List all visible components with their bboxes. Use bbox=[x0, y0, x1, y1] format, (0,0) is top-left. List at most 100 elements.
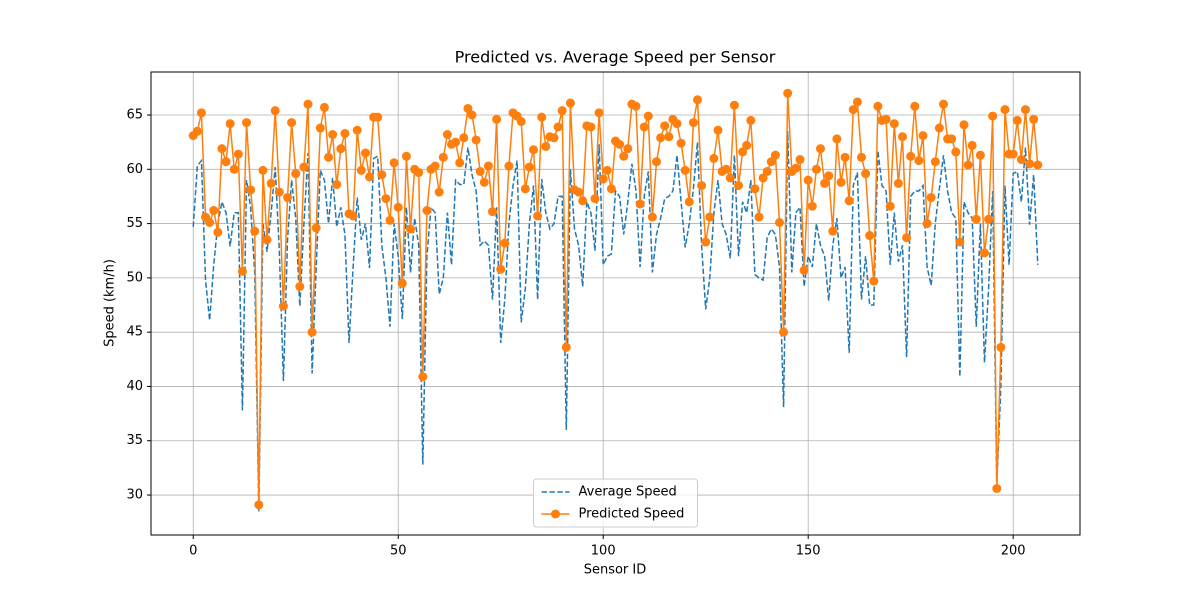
point-marker bbox=[1000, 105, 1010, 115]
point-marker bbox=[606, 184, 616, 194]
point-marker bbox=[500, 238, 510, 248]
point-marker bbox=[967, 140, 977, 150]
point-marker bbox=[406, 224, 416, 234]
point-marker bbox=[578, 196, 588, 206]
point-marker bbox=[467, 110, 477, 120]
series-line bbox=[192, 131, 1039, 512]
point-marker bbox=[242, 118, 252, 128]
y-tick-label: 45 bbox=[126, 325, 143, 340]
point-marker bbox=[651, 157, 661, 167]
point-marker bbox=[328, 130, 338, 140]
point-marker bbox=[947, 134, 957, 144]
y-axis-label: Speed (km/h) bbox=[103, 259, 118, 347]
point-marker bbox=[393, 202, 403, 212]
point-marker bbox=[221, 157, 231, 167]
x-axis-label: Sensor ID bbox=[584, 563, 647, 578]
point-marker bbox=[307, 327, 317, 337]
point-marker bbox=[828, 226, 838, 236]
point-marker bbox=[750, 184, 760, 194]
point-marker bbox=[701, 237, 711, 247]
point-marker bbox=[401, 151, 411, 161]
point-marker bbox=[988, 111, 998, 121]
point-marker bbox=[598, 174, 608, 184]
point-marker bbox=[233, 149, 243, 159]
point-marker bbox=[692, 95, 702, 105]
point-marker bbox=[643, 111, 653, 121]
point-marker bbox=[319, 102, 329, 112]
point-marker bbox=[807, 201, 817, 211]
point-marker bbox=[1008, 149, 1018, 159]
point-marker bbox=[602, 165, 612, 175]
point-marker bbox=[594, 108, 604, 118]
point-marker bbox=[365, 172, 375, 182]
point-marker bbox=[1029, 114, 1039, 124]
point-marker bbox=[959, 120, 969, 130]
legend-marker bbox=[551, 509, 560, 519]
point-marker bbox=[631, 101, 641, 111]
point-marker bbox=[656, 133, 666, 143]
point-marker bbox=[258, 165, 268, 175]
point-marker bbox=[1033, 160, 1043, 170]
point-marker bbox=[385, 215, 395, 225]
point-marker bbox=[266, 178, 276, 188]
point-marker bbox=[893, 178, 903, 188]
point-marker bbox=[373, 112, 383, 122]
point-marker bbox=[414, 168, 424, 178]
point-marker bbox=[844, 196, 854, 206]
point-marker bbox=[488, 207, 498, 217]
point-marker bbox=[250, 226, 260, 236]
point-marker bbox=[533, 211, 543, 221]
point-marker bbox=[270, 106, 280, 116]
point-marker bbox=[483, 161, 493, 171]
point-marker bbox=[291, 169, 301, 179]
y-tick-label: 40 bbox=[126, 379, 143, 394]
point-marker bbox=[815, 144, 825, 154]
point-marker bbox=[869, 276, 879, 286]
point-marker bbox=[791, 163, 801, 173]
point-marker bbox=[336, 144, 346, 154]
point-marker bbox=[196, 108, 206, 118]
x-tick-label: 100 bbox=[591, 544, 616, 559]
point-marker bbox=[1020, 105, 1030, 115]
point-marker bbox=[873, 101, 883, 111]
point-marker bbox=[725, 173, 735, 183]
x-tick-label: 50 bbox=[390, 544, 407, 559]
point-marker bbox=[832, 134, 842, 144]
point-marker bbox=[885, 201, 895, 211]
point-marker bbox=[332, 179, 342, 189]
point-marker bbox=[774, 217, 784, 227]
point-marker bbox=[295, 282, 305, 292]
point-marker bbox=[192, 126, 202, 136]
point-marker bbox=[766, 157, 776, 167]
point-marker bbox=[451, 137, 461, 147]
point-marker bbox=[979, 248, 989, 258]
point-marker bbox=[996, 342, 1006, 352]
point-marker bbox=[758, 173, 768, 183]
point-marker bbox=[463, 103, 473, 113]
point-marker bbox=[963, 160, 973, 170]
point-marker bbox=[278, 301, 288, 311]
y-tick-label: 30 bbox=[126, 488, 143, 503]
point-marker bbox=[619, 151, 629, 161]
point-marker bbox=[225, 119, 235, 129]
point-marker bbox=[918, 131, 928, 141]
point-marker bbox=[283, 193, 293, 203]
point-marker bbox=[254, 500, 264, 510]
point-marker bbox=[209, 206, 219, 216]
point-marker bbox=[635, 199, 645, 209]
point-marker bbox=[770, 150, 780, 160]
point-marker bbox=[926, 193, 936, 203]
point-marker bbox=[553, 122, 563, 132]
point-marker bbox=[438, 152, 448, 162]
point-marker bbox=[684, 197, 694, 207]
point-marker bbox=[754, 212, 764, 222]
point-marker bbox=[906, 151, 916, 161]
point-marker bbox=[984, 214, 994, 224]
point-marker bbox=[680, 165, 690, 175]
point-marker bbox=[705, 212, 715, 222]
point-marker bbox=[856, 152, 866, 162]
point-marker bbox=[922, 219, 932, 229]
point-marker bbox=[992, 484, 1002, 494]
legend-label: Average Speed bbox=[579, 485, 677, 500]
point-marker bbox=[205, 217, 215, 227]
